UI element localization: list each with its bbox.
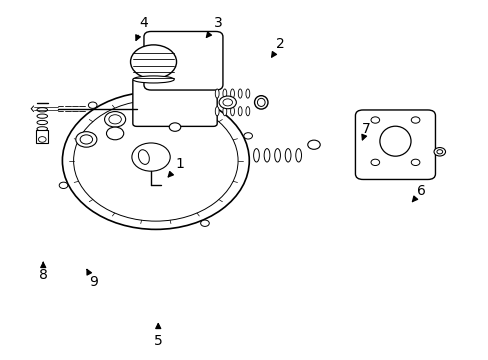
Ellipse shape	[37, 114, 47, 118]
FancyBboxPatch shape	[133, 78, 217, 126]
Circle shape	[62, 92, 249, 229]
Text: 1: 1	[168, 157, 184, 177]
Circle shape	[59, 182, 68, 189]
Circle shape	[436, 150, 442, 154]
Ellipse shape	[285, 149, 290, 162]
Ellipse shape	[257, 98, 264, 107]
Ellipse shape	[254, 96, 267, 109]
Circle shape	[76, 132, 97, 147]
Ellipse shape	[215, 107, 219, 116]
FancyBboxPatch shape	[355, 110, 435, 180]
Circle shape	[244, 133, 252, 139]
FancyBboxPatch shape	[143, 31, 223, 90]
Circle shape	[106, 127, 123, 140]
Circle shape	[223, 99, 232, 106]
Ellipse shape	[379, 126, 410, 156]
Circle shape	[433, 148, 445, 156]
Circle shape	[88, 102, 97, 108]
Text: 4: 4	[136, 16, 148, 40]
Ellipse shape	[133, 76, 174, 83]
Bar	[36, 130, 48, 143]
Ellipse shape	[230, 89, 234, 98]
Ellipse shape	[223, 89, 226, 98]
Ellipse shape	[238, 89, 242, 98]
Ellipse shape	[37, 127, 47, 131]
Circle shape	[410, 117, 419, 123]
Circle shape	[410, 159, 419, 166]
Ellipse shape	[253, 149, 259, 162]
Circle shape	[109, 115, 121, 124]
Text: 6: 6	[411, 184, 426, 202]
Ellipse shape	[37, 120, 47, 125]
Ellipse shape	[295, 149, 301, 162]
Ellipse shape	[238, 107, 242, 116]
Ellipse shape	[223, 107, 226, 116]
Circle shape	[132, 143, 170, 171]
Circle shape	[200, 220, 209, 226]
Ellipse shape	[230, 107, 234, 116]
Circle shape	[39, 136, 46, 142]
Ellipse shape	[264, 149, 269, 162]
Circle shape	[370, 159, 379, 166]
Circle shape	[307, 140, 320, 149]
Ellipse shape	[37, 108, 47, 112]
Ellipse shape	[274, 149, 280, 162]
Circle shape	[370, 117, 379, 123]
Circle shape	[130, 45, 176, 79]
Text: 7: 7	[361, 122, 370, 140]
Text: 9: 9	[87, 269, 98, 289]
Ellipse shape	[215, 89, 219, 98]
Ellipse shape	[245, 107, 249, 116]
Circle shape	[104, 112, 125, 127]
Ellipse shape	[138, 150, 149, 165]
Circle shape	[219, 96, 236, 109]
Circle shape	[80, 135, 92, 144]
Text: 8: 8	[39, 262, 47, 282]
Text: 3: 3	[206, 16, 222, 37]
Text: 2: 2	[271, 37, 284, 57]
Text: 5: 5	[154, 324, 163, 347]
Ellipse shape	[245, 89, 249, 98]
Circle shape	[169, 123, 181, 131]
